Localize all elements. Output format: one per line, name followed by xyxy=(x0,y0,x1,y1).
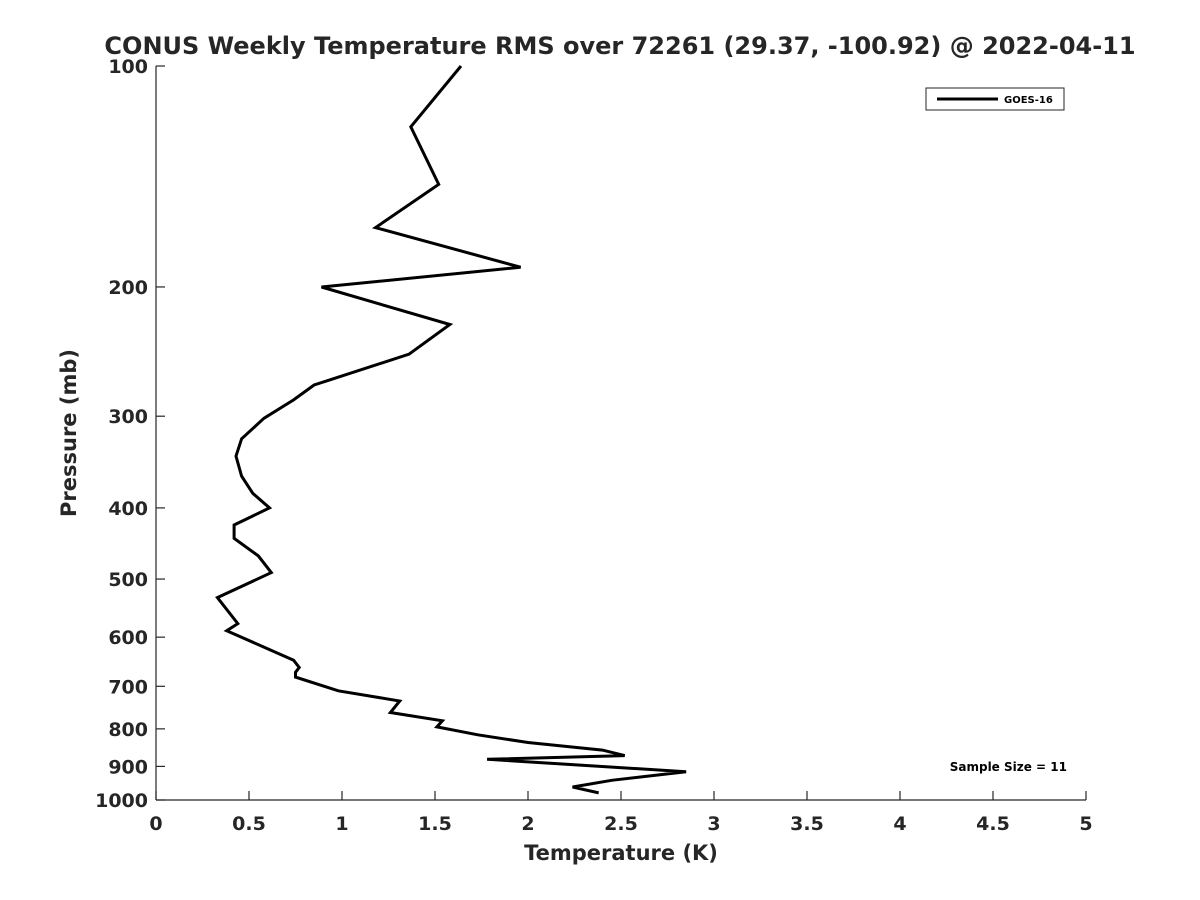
x-ticks: 0 0.5 1 1.5 2 2.5 3 3.5 4 4.5 5 xyxy=(149,791,1093,835)
x-tick-label: 5 xyxy=(1079,813,1092,835)
y-tick-label: 300 xyxy=(108,406,148,428)
x-tick-label: 0 xyxy=(149,813,162,835)
x-tick-label: 3.5 xyxy=(790,813,824,835)
y-ticks: 100 200 300 400 500 600 700 800 900 1000 xyxy=(95,56,165,812)
legend: GOES-16 xyxy=(925,87,1065,111)
y-tick-label: 800 xyxy=(108,719,148,741)
y-tick-label: 1000 xyxy=(95,790,148,812)
y-tick-label: 400 xyxy=(108,498,148,520)
x-tick-label: 3 xyxy=(707,813,720,835)
y-tick-label: 200 xyxy=(108,277,148,299)
y-tick-label: 900 xyxy=(108,756,148,778)
y-tick-label: 500 xyxy=(108,569,148,591)
x-tick-label: 4 xyxy=(893,813,906,835)
series-layer xyxy=(215,65,687,795)
legend-label-goes-16: GOES-16 xyxy=(1004,95,1053,106)
x-tick-label: 2.5 xyxy=(604,813,638,835)
y-tick-label: 100 xyxy=(108,56,148,78)
chart-title: CONUS Weekly Temperature RMS over 72261 … xyxy=(104,32,1135,60)
series-line-goes-16 xyxy=(215,65,687,795)
y-tick-label: 600 xyxy=(108,627,148,649)
x-tick-label: 1 xyxy=(335,813,348,835)
x-tick-label: 1.5 xyxy=(418,813,452,835)
x-tick-label: 4.5 xyxy=(976,813,1010,835)
x-axis-label: Temperature (K) xyxy=(524,841,718,865)
y-axis-label: Pressure (mb) xyxy=(57,349,81,517)
x-tick-label: 2 xyxy=(521,813,534,835)
x-tick-label: 0.5 xyxy=(232,813,266,835)
plot-area xyxy=(155,66,1086,801)
y-tick-label: 700 xyxy=(108,676,148,698)
annotation-sample-size: Sample Size = 11 xyxy=(950,760,1067,774)
